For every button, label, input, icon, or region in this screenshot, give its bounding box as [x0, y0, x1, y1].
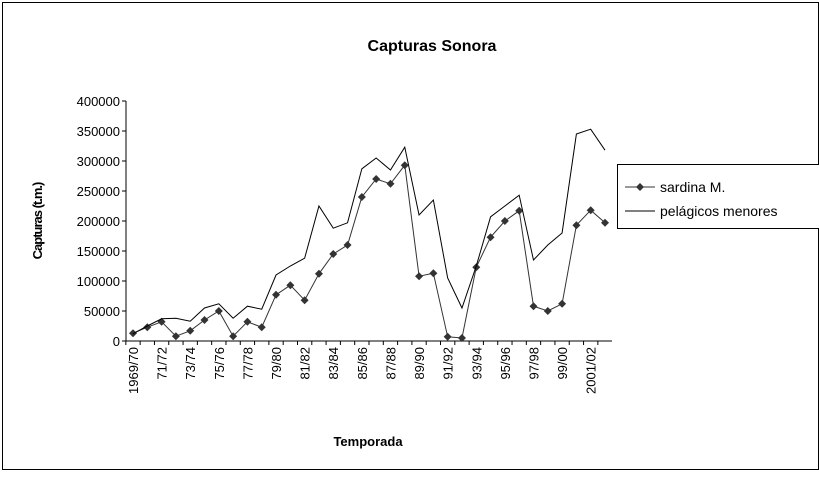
y-axis-label: Capturas (t.m.) [30, 182, 45, 259]
y-tick-label: 0 [113, 334, 120, 349]
x-tick-label: 77/78 [240, 347, 255, 380]
x-tick-label: 99/00 [555, 347, 570, 380]
legend-label: sardina M. [660, 179, 725, 195]
x-tick-label: 91/92 [441, 347, 456, 380]
x-tick-label: 2001/02 [584, 347, 599, 394]
chart-title: Capturas Sonora [368, 38, 497, 55]
x-tick-label: 93/94 [469, 347, 484, 380]
chart-border [3, 3, 819, 470]
x-tick-label: 1969/70 [126, 347, 141, 394]
y-tick-label: 400000 [77, 94, 120, 109]
y-tick-label: 100000 [77, 274, 120, 289]
x-tick-label: 81/82 [298, 347, 313, 380]
x-tick-label: 85/86 [355, 347, 370, 380]
x-tick-label: 75/76 [212, 347, 227, 380]
y-tick-label: 50000 [84, 304, 120, 319]
y-tick-label: 150000 [77, 244, 120, 259]
x-tick-label: 97/98 [526, 347, 541, 380]
x-tick-label: 71/72 [155, 347, 170, 380]
x-tick-label: 79/80 [269, 347, 284, 380]
x-tick-label: 73/74 [183, 347, 198, 380]
legend-label: pelágicos menores [660, 203, 778, 219]
x-tick-label: 89/90 [412, 347, 427, 380]
y-tick-label: 300000 [77, 154, 120, 169]
y-tick-label: 250000 [77, 184, 120, 199]
x-axis-label: Temporada [333, 434, 403, 449]
x-tick-label: 87/88 [383, 347, 398, 380]
y-tick-label: 350000 [77, 124, 120, 139]
x-tick-label: 83/84 [326, 347, 341, 380]
y-tick-label: 200000 [77, 214, 120, 229]
x-tick-label: 95/96 [498, 347, 513, 380]
